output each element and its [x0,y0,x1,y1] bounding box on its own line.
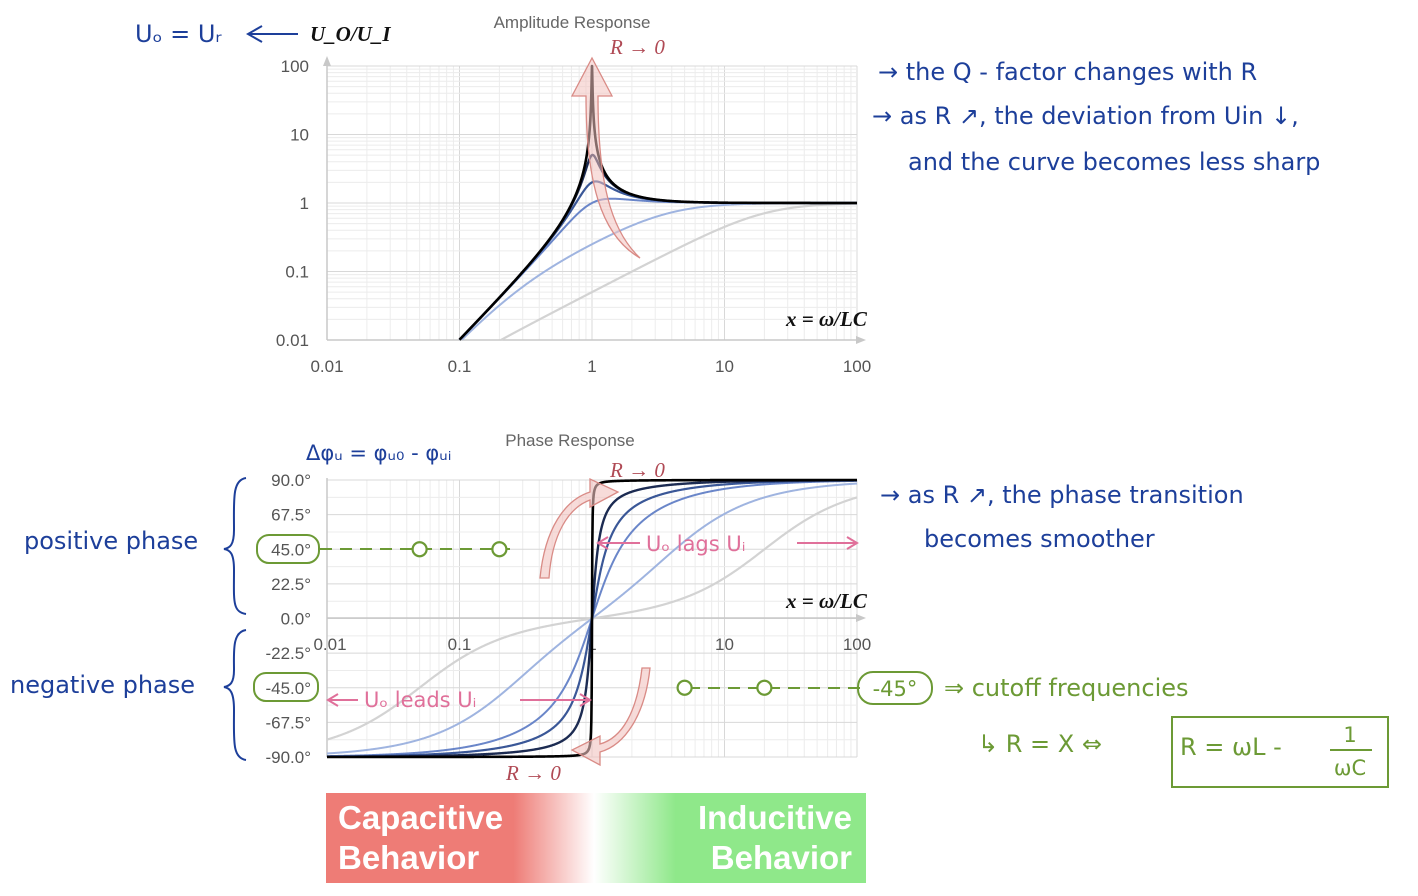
lags-arrow-right-head [846,536,859,550]
hand-arrow-head [245,25,263,43]
phase-r-label-bottom: R → 0 [505,761,561,785]
cutoff-point [491,541,508,558]
positive-phase-brace [223,477,247,615]
amplitude-r-arrow [570,56,641,259]
amplitude-y-tick: 1 [300,194,309,213]
cutoff-point [411,541,428,558]
phase-chart: 0.01 0.1 1 10 10090.0°67.5°45.0°22.5°0.0°-22… [265,431,871,785]
phase-r-arrow-bottom [570,667,651,767]
note-less-sharp: and the curve becomes less sharp [908,148,1320,176]
capacitive-band [326,793,594,883]
amplitude-x-tick: 10 [715,357,734,376]
positive-45-highlight [256,534,320,564]
minus-45-bubble [857,671,933,705]
phase-x-tick: 100 [843,635,871,654]
amplitude-series [458,64,858,341]
phase-series-line [326,478,858,759]
phase-hand-label: Δφᵤ = φᵤ₀ - φᵤᵢ [306,441,451,465]
phase-title: Phase Response [505,431,634,450]
inductive-band [594,793,866,883]
amplitude-x-axis-arrow [856,336,866,344]
phase-y-tick: -67.5° [265,713,311,732]
amplitude-x-tick: 0.1 [448,357,472,376]
negative-phase-brace [223,629,247,761]
phase-series [326,478,858,759]
amplitude-hand-label: Uₒ = Uᵣ [135,20,222,48]
amplitude-x-tick: 1 [587,357,596,376]
cutoff-point [676,679,693,696]
amplitude-x-tick: 0.01 [310,357,343,376]
amplitude-y-tick: 100 [281,57,309,76]
cutoff-points [411,541,773,696]
note-positive-phase: positive phase [24,527,198,555]
phase-y-tick: 0.0° [281,610,311,629]
leads-arrow-left-head [326,693,339,707]
formula-numerator: 1 [1343,723,1356,747]
amplitude-x-tick: 100 [843,357,871,376]
cutoff-point [756,679,773,696]
phase-y-tick: 67.5° [271,506,311,525]
note-negative-phase: negative phase [10,671,195,699]
negative-45-highlight [253,672,319,702]
phase-y-tick: 90.0° [271,471,311,490]
note-r-equals-x: ↳ R = X ⇔ [978,730,1102,758]
inductive-line-2: Behavior [711,839,852,876]
note-lags: Uₒ lags Uᵢ [646,532,746,556]
note-leads: Uₒ leads Uᵢ [364,688,476,712]
phase-x-tick: 0.01 [313,635,346,654]
phase-x-tick: 0.1 [448,635,472,654]
inductive-line-1: Inducitive [698,799,852,836]
amplitude-y-axis-arrow [323,56,331,66]
note-cutoff: ⇒ cutoff frequencies [944,674,1189,702]
phase-r-arrow-top [539,477,620,579]
note-q-factor: → the Q - factor changes with R [878,58,1257,86]
leads-arrow-right-head [579,693,592,707]
minus-45-label: -45° [873,677,918,701]
phase-y-tick: -22.5° [265,644,311,663]
lags-arrow-left-head [596,536,609,550]
amplitude-chart: 0.01 0.1 1 10 100 0.01 0.1 1 10 100 Amplitude Res… [135,13,871,376]
phase-x-tick: 10 [715,635,734,654]
amplitude-y-label: U_O/U_I [310,22,391,46]
amplitude-r-label: R → 0 [609,35,665,59]
note-phase-transition: → as R ↗, the phase transition [880,481,1244,509]
amplitude-series-line [458,64,858,341]
note-smoother: becomes smoother [924,525,1155,553]
phase-x-label: x = ω/LC [785,589,868,613]
amplitude-y-tick: 0.1 [285,263,309,282]
phase-tick-labels: 0.01 0.1 1 10 10090.0°67.5°45.0°22.5°0.0°-22… [265,471,871,767]
formula-box [1171,716,1389,788]
amplitude-tick-labels: 0.01 0.1 1 10 100 0.01 0.1 1 10 100 [276,57,871,376]
phase-r-label-top: R → 0 [609,458,665,482]
phase-y-tick: 45.0° [271,540,311,559]
phase-y-tick: -90.0° [265,748,311,767]
phase-y-tick: 22.5° [271,575,311,594]
capacitive-line-2: Behavior [338,839,479,876]
amplitude-x-label: x = ω/LC [785,307,868,331]
amplitude-title: Amplitude Response [494,13,651,32]
capacitive-line-1: Capacitive [338,799,503,836]
note-deviation: → as R ↗, the deviation from Uin ↓, [872,102,1299,130]
formula-lhs: R = ωL - [1180,733,1282,761]
phase-y-tick: -45.0° [265,679,311,698]
amplitude-series-line [500,202,858,341]
phase-x-axis-arrow [856,614,866,622]
formula-denominator: ωC [1334,756,1366,780]
amplitude-y-tick: 10 [290,126,309,145]
amplitude-y-tick: 0.01 [276,331,309,350]
